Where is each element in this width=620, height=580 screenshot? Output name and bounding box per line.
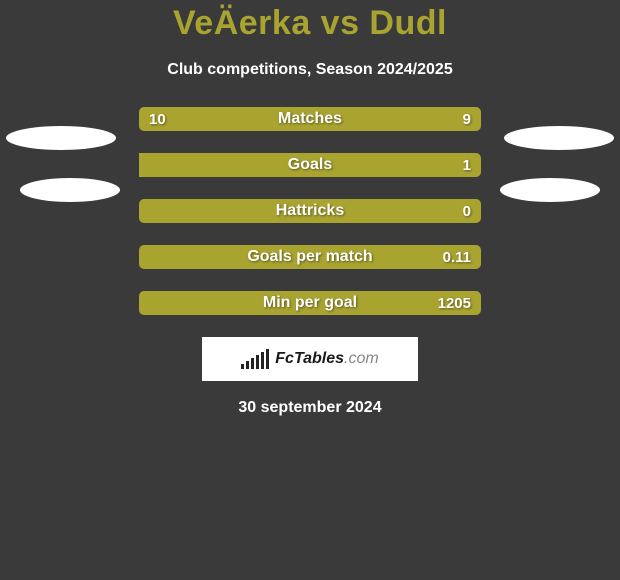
stat-label: Min per goal (139, 291, 481, 315)
stat-value-right: 1 (463, 153, 471, 177)
stat-label: Matches (139, 107, 481, 131)
stat-value-right: 9 (463, 107, 471, 131)
stat-row: Goals1 (139, 153, 481, 177)
logo-suffix: .com (344, 350, 379, 367)
stat-value-right: 0.11 (443, 245, 471, 269)
stat-row: Goals per match0.11 (139, 245, 481, 269)
logo-text: FcTables.com (275, 350, 378, 368)
stats-rows: Matches109Goals1Hattricks0Goals per matc… (139, 107, 481, 315)
stat-label: Goals per match (139, 245, 481, 269)
logo: FcTables.com (241, 349, 378, 369)
page-title: VeÄerka vs Dudl (0, 4, 620, 43)
stat-value-right: 0 (463, 199, 471, 223)
logo-bars-icon (241, 349, 269, 369)
stats-area: Matches109Goals1Hattricks0Goals per matc… (0, 107, 620, 315)
stat-row: Hattricks0 (139, 199, 481, 223)
stat-row: Min per goal1205 (139, 291, 481, 315)
logo-main: FcTables (275, 350, 344, 367)
date-label: 30 september 2024 (0, 399, 620, 417)
stat-value-left: 10 (149, 107, 166, 131)
stat-value-right: 1205 (438, 291, 471, 315)
stat-label: Goals (139, 153, 481, 177)
subtitle: Club competitions, Season 2024/2025 (0, 61, 620, 79)
stat-row: Matches10 9 (139, 107, 481, 131)
stat-label: Hattricks (139, 199, 481, 223)
logo-box: FcTables.com (202, 337, 418, 381)
comparison-widget: VeÄerka vs Dudl Club competitions, Seaso… (0, 0, 620, 417)
